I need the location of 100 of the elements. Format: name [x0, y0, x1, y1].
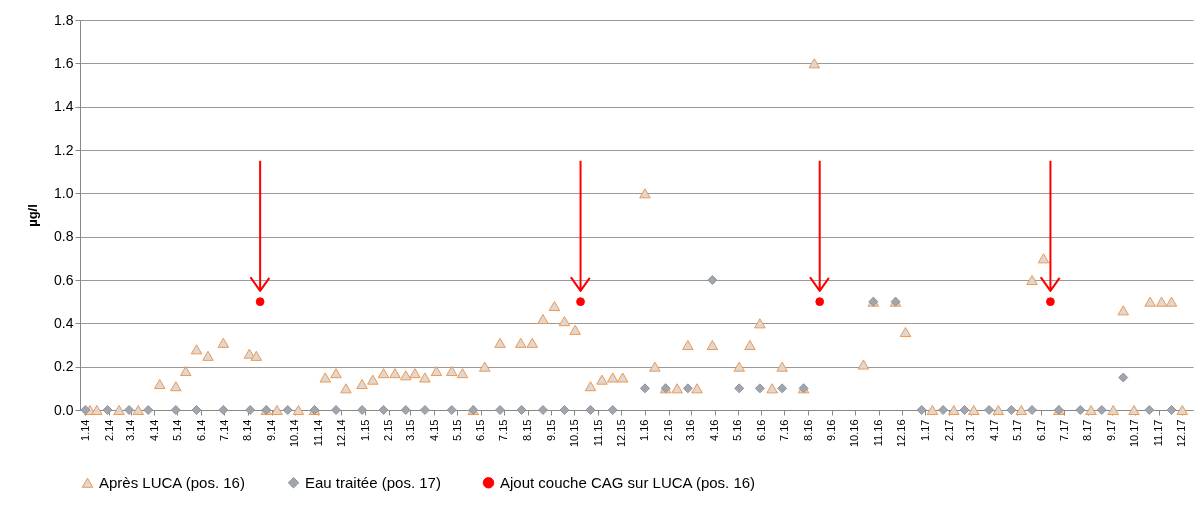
- x-tick-label: 2.17: [942, 419, 955, 441]
- point: [1118, 372, 1129, 383]
- point: [938, 405, 949, 415]
- point: [378, 405, 389, 415]
- x-tick-label: 8.16: [801, 419, 814, 441]
- x-tick-label: 3.17: [964, 419, 977, 441]
- x-tick-label: 9.16: [825, 419, 838, 441]
- x-tick-label: 4.16: [708, 419, 721, 441]
- x-tick-label: 1.14: [78, 419, 91, 441]
- point: [538, 405, 548, 415]
- point: [446, 405, 457, 415]
- x-tick-label: 12.14: [334, 419, 347, 448]
- x-tick-label: 7.15: [497, 419, 510, 441]
- point: [1096, 405, 1107, 415]
- y-tick-label: 0.6: [54, 271, 74, 288]
- x-tick-label: 6.16: [754, 419, 767, 441]
- x-tick-label: 1.16: [638, 419, 651, 441]
- x-tick-label: 10.16: [848, 419, 861, 448]
- point: [282, 405, 293, 415]
- x-tick-label: 5.16: [731, 419, 744, 441]
- point: [255, 297, 265, 307]
- x-tick-label: 7.16: [777, 419, 790, 441]
- point: [419, 405, 430, 415]
- point: [1027, 405, 1037, 415]
- x-tick-label: 6.17: [1034, 419, 1047, 441]
- x-tick-label: 4.14: [147, 419, 160, 441]
- x-tick-label: 2.15: [382, 419, 395, 441]
- x-tick-label: 8.17: [1081, 419, 1094, 441]
- point: [815, 297, 825, 307]
- point: [1144, 405, 1155, 415]
- y-tick-label: 1.0: [54, 184, 74, 201]
- point: [245, 405, 256, 415]
- x-tick-label: 12.17: [1175, 419, 1187, 448]
- point: [754, 383, 765, 394]
- x-tick-label: 12.16: [895, 419, 908, 448]
- y-axis-title: µg/l: [25, 204, 41, 227]
- point: [516, 405, 527, 415]
- y-tick-label: 0.2: [54, 358, 74, 375]
- point: [1075, 405, 1086, 415]
- point: [607, 405, 618, 415]
- x-tick-label: 3.15: [403, 419, 416, 441]
- x-tick-label: 4.17: [987, 419, 1000, 441]
- y-tick-label: 0.8: [54, 228, 74, 245]
- x-tick-label: 9.15: [544, 419, 557, 441]
- y-tick-label: 1.2: [54, 141, 74, 158]
- point: [959, 405, 970, 415]
- point: [191, 405, 202, 415]
- x-tick-label: 9.14: [265, 419, 278, 441]
- x-tick-label: 7.17: [1057, 419, 1070, 441]
- y-tick-label: 1.8: [54, 11, 74, 28]
- legend-label: Eau traitée (pos. 17): [305, 473, 441, 491]
- x-tick-label: 4.15: [427, 419, 440, 441]
- point: [1166, 405, 1177, 415]
- y-tick-label: 0.0: [54, 401, 74, 418]
- point: [639, 383, 650, 394]
- point: [1046, 297, 1055, 307]
- x-tick-label: 2.14: [102, 419, 115, 441]
- x-tick-label: 11.15: [591, 419, 604, 447]
- point: [357, 405, 368, 415]
- point: [682, 383, 693, 394]
- point: [984, 405, 995, 415]
- point: [576, 297, 585, 307]
- x-tick-label: 10.15: [567, 419, 580, 448]
- legend-label: Ajout couche CAG sur LUCA (pos. 16): [500, 473, 756, 491]
- point: [1006, 405, 1017, 415]
- x-tick-label: 6.15: [474, 419, 487, 441]
- x-tick-label: 1.17: [918, 419, 931, 441]
- x-tick-label: 9.17: [1105, 419, 1118, 441]
- x-tick-label: 2.16: [662, 419, 675, 441]
- y-tick-label: 1.4: [54, 98, 74, 115]
- point: [80, 405, 91, 415]
- point: [777, 383, 788, 394]
- x-tick-label: 11.17: [1152, 419, 1165, 447]
- x-tick-label: 10.14: [288, 419, 301, 448]
- point: [124, 405, 135, 415]
- x-tick-label: 1.15: [358, 419, 371, 441]
- x-tick-label: 8.14: [241, 419, 254, 441]
- point: [170, 405, 181, 415]
- x-tick-label: 3.14: [124, 419, 137, 441]
- point: [495, 405, 506, 415]
- x-tick-label: 6.14: [194, 419, 207, 441]
- point: [102, 405, 113, 415]
- legend-label: Après LUCA (pos. 16): [99, 473, 245, 491]
- x-tick-label: 7.14: [217, 419, 230, 441]
- x-tick-label: 11.14: [311, 419, 324, 447]
- x-tick-label: 3.16: [684, 419, 697, 441]
- x-tick-label: 5.15: [450, 419, 463, 441]
- x-tick-label: 5.17: [1010, 419, 1023, 441]
- y-tick-label: 0.4: [54, 314, 74, 331]
- x-tick-label: 8.15: [521, 419, 534, 441]
- x-tick-label: 10.17: [1128, 419, 1141, 448]
- point: [331, 405, 341, 415]
- point: [400, 405, 411, 415]
- point: [585, 405, 596, 415]
- x-tick-label: 12.15: [614, 419, 627, 448]
- point: [143, 405, 154, 415]
- y-tick-label: 1.6: [54, 54, 74, 71]
- x-tick-label: 11.16: [872, 419, 885, 447]
- point: [916, 405, 927, 415]
- x-tick-label: 5.14: [170, 419, 183, 441]
